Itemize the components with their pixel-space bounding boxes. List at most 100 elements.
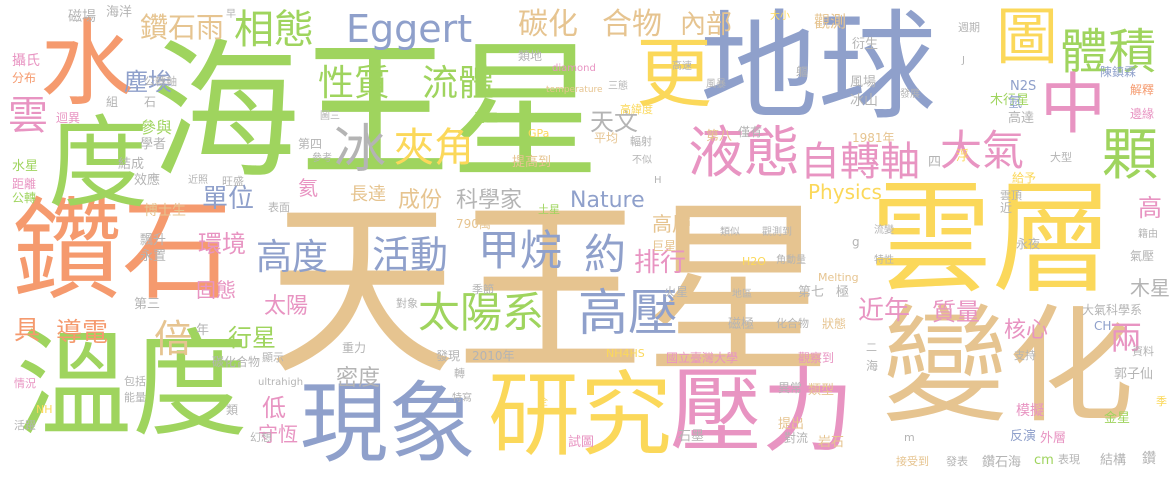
word-waiceng: 外層 bbox=[1040, 431, 1067, 446]
word-daxiao: 大小 bbox=[770, 11, 790, 22]
word-paihang: 排行 bbox=[634, 248, 687, 278]
word-busi: 不似 bbox=[632, 155, 652, 166]
word-cichang: 磁場 bbox=[68, 9, 96, 25]
word-melting: Melting bbox=[818, 271, 859, 284]
word-bingshan: 冰山 bbox=[850, 93, 878, 109]
word-tichu: 提出 bbox=[778, 417, 805, 432]
word-haiyang: 海洋 bbox=[106, 5, 133, 20]
word-gaosu: 高速 bbox=[672, 61, 692, 72]
word-g: g bbox=[852, 235, 860, 249]
word-fanyan: 反演 bbox=[1010, 429, 1037, 444]
word-cankao: 參考 bbox=[312, 153, 332, 164]
word-zhichi: 支持 bbox=[1014, 349, 1036, 362]
word-jieshoudao: 接受到 bbox=[896, 455, 929, 468]
word-yongzhi: 永置 bbox=[140, 249, 167, 264]
word-fu: 浮 bbox=[956, 149, 970, 164]
word-daxing: 大型 bbox=[1050, 151, 1072, 164]
word-muxing: 木星 bbox=[1130, 276, 1170, 300]
word-leidi: 類地 bbox=[518, 49, 543, 63]
word-sheshi: 攝氏 bbox=[12, 53, 40, 69]
word-zhuangtai: 狀態 bbox=[822, 317, 847, 331]
word-chengfen: 成份 bbox=[398, 188, 443, 213]
word-yichang: 異常 bbox=[778, 381, 803, 395]
word-geng: 更 bbox=[636, 29, 712, 118]
word-bei: 倍 bbox=[154, 317, 193, 361]
word-eggert: Eggert bbox=[346, 7, 473, 51]
word-xiangtai: 相態 bbox=[234, 7, 314, 53]
word-piaosheng: 飄升 bbox=[140, 233, 167, 248]
word-jiyou: 籍由 bbox=[1138, 229, 1158, 240]
word-huanxiang: 幻想 bbox=[250, 431, 272, 444]
word-leixing: 類型 bbox=[808, 383, 835, 398]
word-jinzhao: 近照 bbox=[188, 175, 208, 186]
word-diamond: diamond bbox=[552, 63, 596, 74]
word-hewu: 合物 bbox=[602, 7, 662, 42]
word-yanshi: 岩石 bbox=[818, 435, 845, 450]
word-taiyangxi: 太陽系 bbox=[418, 288, 545, 337]
word-shimo: 石墨 bbox=[678, 429, 705, 444]
word-hai: 氦 bbox=[298, 176, 318, 200]
word-faxian: 發現 bbox=[436, 349, 461, 363]
word-danwei: 單位 bbox=[202, 184, 255, 214]
word-biaoxian: 表現 bbox=[1058, 453, 1080, 466]
word-huanjing: 環境 bbox=[198, 230, 246, 258]
word-bianhua: 變化 bbox=[882, 293, 1134, 440]
word-gutai: 固態 bbox=[196, 278, 236, 302]
word-fazhan: 發展 bbox=[900, 89, 920, 100]
word-zhongli: 重力 bbox=[342, 341, 367, 355]
word-diba: 第八 bbox=[706, 129, 733, 144]
word-chenzhenlin: 陳鎮霖 bbox=[1100, 65, 1137, 79]
word-di: 低 bbox=[262, 394, 286, 422]
word-jiajiao: 夾角 bbox=[394, 125, 474, 171]
word-zizhuanzhou: 自轉軸 bbox=[800, 139, 920, 185]
word-yali: 壓力 bbox=[670, 358, 855, 465]
word-zuanshi: 鑽石 bbox=[12, 187, 232, 315]
word-tu: 圖 bbox=[996, 0, 1059, 73]
word-790wan: 790萬 bbox=[456, 217, 491, 231]
word-wendu: 溫度 bbox=[16, 318, 248, 453]
word-tuxing: 土星 bbox=[538, 203, 560, 216]
word-yue: 約 bbox=[584, 230, 627, 279]
word-cm: cm bbox=[1034, 453, 1054, 468]
word-ju: 具 bbox=[14, 316, 41, 346]
word-xuezhe: 學者 bbox=[140, 137, 167, 152]
word-baokuo: 包括 bbox=[124, 375, 146, 388]
word-fushe: 輻射 bbox=[630, 135, 652, 148]
word-quan: 全 bbox=[538, 397, 548, 408]
word-gpa: GPa bbox=[528, 127, 550, 140]
word-gaoya: 高壓 bbox=[578, 284, 678, 342]
word-ziliao: 資料 bbox=[1132, 345, 1154, 358]
word-zhuan: 轉 bbox=[454, 367, 465, 380]
word-1981nian: 1981年 bbox=[852, 131, 895, 145]
word-geiyu: 給予 bbox=[1012, 171, 1037, 185]
word-lei: 類 bbox=[226, 403, 239, 417]
word-ciji: 磁極 bbox=[728, 317, 755, 332]
word-haiwangxing: 海王星 bbox=[150, 26, 601, 200]
word-qu: 軀 bbox=[796, 65, 809, 79]
word-huahewu: 化合物 bbox=[776, 317, 809, 330]
word-physics: Physics bbox=[808, 180, 882, 204]
word-duiliu: 對流 bbox=[784, 431, 809, 445]
word-yansheng: 衍生 bbox=[852, 37, 879, 52]
word-huoyue: 活躍 bbox=[14, 419, 36, 432]
word-zuanshiyu: 鑽石雨 bbox=[140, 11, 225, 44]
word-jin: 近 bbox=[1000, 201, 1013, 215]
word-bianyuan: 邊緣 bbox=[1130, 107, 1155, 121]
word-qingkuang: 情況 bbox=[14, 377, 36, 390]
word-xianxiang: 現象 bbox=[300, 372, 477, 475]
word-santai: 三態 bbox=[608, 81, 628, 92]
word-yetai: 液態 bbox=[688, 121, 800, 186]
word-xianshi: 顯示 bbox=[262, 351, 284, 364]
word-h2o: H2O bbox=[742, 255, 766, 268]
word-temperature: temperature bbox=[546, 85, 603, 95]
word-huiyi: 迴異 bbox=[56, 111, 81, 125]
word-leisi: 類似 bbox=[720, 227, 740, 238]
word-juli: 距離 bbox=[12, 177, 37, 191]
word-fabiao: 發表 bbox=[946, 455, 968, 468]
word-tusan: 圖三 bbox=[320, 111, 340, 122]
word-m: m bbox=[904, 431, 915, 444]
word-kexuejia: 科學家 bbox=[456, 188, 523, 213]
word-xiaoying: 效應 bbox=[134, 173, 161, 188]
word-nh4hs: NH4HS bbox=[606, 347, 645, 360]
word-juxing: 巨星 bbox=[652, 239, 677, 253]
